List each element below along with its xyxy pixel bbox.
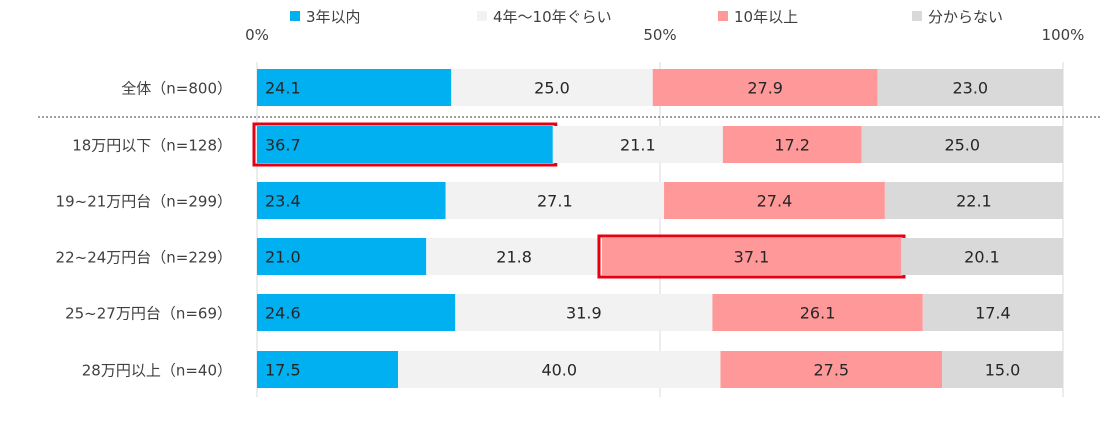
data-label: 21.8: [496, 248, 532, 267]
bar-segment: [601, 238, 901, 275]
bar-segment: [900, 238, 1063, 275]
bar-segment: [445, 182, 665, 219]
bar-segment: [257, 69, 452, 106]
data-label: 24.1: [265, 79, 301, 98]
data-label: 20.1: [964, 248, 1000, 267]
data-label: 37.1: [734, 248, 770, 267]
category-label: 18万円以下（n=128）: [72, 137, 232, 155]
bar-segment: [257, 238, 427, 275]
bar-segment: [426, 238, 602, 275]
data-label: 31.9: [566, 304, 602, 323]
data-label: 36.7: [265, 136, 301, 155]
bar-segment: [720, 351, 943, 388]
legend-label: 3年以内: [306, 8, 361, 26]
axis-tick-label: 100%: [1042, 26, 1085, 44]
bar-segment: [398, 351, 721, 388]
bar-segment: [722, 126, 862, 163]
bar-segment: [942, 351, 1063, 388]
data-label: 27.5: [813, 361, 849, 380]
data-label: 40.0: [541, 361, 577, 380]
bar-segment: [712, 294, 923, 331]
bar-segment: [455, 294, 713, 331]
data-label: 24.6: [265, 304, 301, 323]
axis-tick-label: 50%: [643, 26, 676, 44]
legend-swatch: [912, 11, 922, 21]
bar-segment: [861, 126, 1063, 163]
legend-swatch: [477, 11, 487, 21]
legend-swatch: [290, 11, 300, 21]
axis-tick-label: 0%: [245, 26, 269, 44]
legend-label: 10年以上: [734, 8, 798, 26]
data-label: 27.1: [537, 192, 573, 211]
category-label: 22~24万円台（n=229）: [56, 249, 232, 267]
category-label: 全体（n=800）: [121, 80, 232, 98]
bar-segment: [552, 126, 723, 163]
legend-label: 分からない: [928, 8, 1003, 26]
data-label: 17.2: [774, 136, 810, 155]
data-label: 17.4: [975, 304, 1011, 323]
data-label: 25.0: [534, 79, 570, 98]
bar-segment: [877, 69, 1063, 106]
bar-segment: [664, 182, 885, 219]
data-label: 21.0: [265, 248, 301, 267]
data-label: 26.1: [800, 304, 836, 323]
legend-label: 4年～10年ぐらい: [493, 8, 612, 26]
data-label: 25.0: [944, 136, 980, 155]
data-label: 22.1: [956, 192, 992, 211]
data-label: 23.0: [952, 79, 988, 98]
data-label: 15.0: [985, 361, 1021, 380]
bar-segment: [451, 69, 653, 106]
category-label: 25~27万円台（n=69）: [65, 305, 232, 323]
bar-segment: [922, 294, 1063, 331]
category-label: 19~21万円台（n=299）: [56, 193, 232, 211]
data-label: 27.4: [757, 192, 793, 211]
data-label: 23.4: [265, 192, 301, 211]
bar-segment: [257, 294, 456, 331]
category-label: 28万円以上（n=40）: [82, 362, 232, 380]
data-label: 21.1: [620, 136, 656, 155]
bar-segment: [884, 182, 1063, 219]
bar-segment: [257, 126, 553, 163]
bar-segment: [257, 351, 399, 388]
legend-swatch: [718, 11, 728, 21]
bar-segment: [652, 69, 878, 106]
data-label: 17.5: [265, 361, 301, 380]
data-label: 27.9: [747, 79, 783, 98]
bar-segment: [257, 182, 446, 219]
